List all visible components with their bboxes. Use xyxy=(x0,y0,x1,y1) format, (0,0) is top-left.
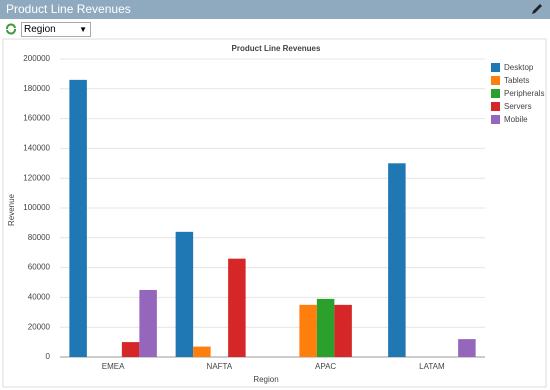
legend-label: Peripherals xyxy=(504,89,544,98)
bar xyxy=(228,258,246,357)
chart-title: Product Line Revenues xyxy=(232,44,321,53)
y-tick-label: 80000 xyxy=(28,233,51,242)
region-dropdown[interactable]: Region ▼ xyxy=(21,22,91,37)
legend-swatch xyxy=(491,63,500,72)
x-tick-label: LATAM xyxy=(419,362,445,371)
legend-label: Tablets xyxy=(504,76,529,85)
bar xyxy=(139,289,157,357)
y-tick-label: 0 xyxy=(46,352,51,361)
y-tick-label: 20000 xyxy=(28,322,51,331)
dropdown-value: Region xyxy=(24,24,56,35)
y-tick-label: 100000 xyxy=(23,203,50,212)
bar xyxy=(458,339,476,357)
chart-frame xyxy=(2,38,547,388)
legend-label: Servers xyxy=(504,102,532,111)
y-tick-label: 140000 xyxy=(23,144,50,153)
bar xyxy=(175,231,194,357)
legend-swatch xyxy=(491,102,500,111)
legend-swatch xyxy=(491,115,500,124)
bar xyxy=(193,346,211,357)
bar xyxy=(299,304,317,357)
legend-label: Mobile xyxy=(504,115,528,124)
bar xyxy=(121,342,140,357)
x-axis-label: Region xyxy=(253,375,278,384)
bar xyxy=(316,298,335,357)
y-axis-label: Revenue xyxy=(7,193,16,226)
x-tick-label: NAFTA xyxy=(207,362,233,371)
legend-swatch xyxy=(491,76,500,85)
y-tick-label: 60000 xyxy=(28,263,51,272)
y-tick-label: 40000 xyxy=(28,293,51,302)
y-tick-label: 200000 xyxy=(23,54,50,63)
bar xyxy=(388,163,406,357)
y-tick-label: 160000 xyxy=(23,114,50,123)
legend-swatch xyxy=(491,89,500,98)
panel-header: Product Line Revenues xyxy=(0,0,550,19)
y-tick-label: 120000 xyxy=(23,173,50,182)
x-tick-label: APAC xyxy=(315,362,336,371)
refresh-icon[interactable] xyxy=(5,23,17,35)
edit-icon[interactable] xyxy=(530,2,544,16)
dropdown-arrow: ▼ xyxy=(79,25,87,34)
x-tick-label: EMEA xyxy=(102,362,125,371)
bar xyxy=(69,79,87,358)
panel-title: Product Line Revenues xyxy=(6,2,131,16)
bar xyxy=(334,304,352,357)
legend-label: Desktop xyxy=(504,63,534,72)
y-tick-label: 180000 xyxy=(23,84,50,93)
